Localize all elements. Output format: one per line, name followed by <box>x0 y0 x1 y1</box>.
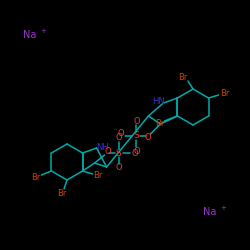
Text: +: + <box>220 205 226 211</box>
Text: ⁻: ⁻ <box>114 128 117 134</box>
Text: Br: Br <box>31 172 40 182</box>
Text: O: O <box>117 130 124 138</box>
Text: Br: Br <box>178 72 188 82</box>
Text: O: O <box>133 146 140 156</box>
Text: O: O <box>144 134 151 142</box>
Text: O: O <box>115 134 122 142</box>
Text: O: O <box>133 116 140 126</box>
Text: Br: Br <box>57 188 67 198</box>
Text: S: S <box>134 132 139 140</box>
Text: +: + <box>40 28 46 34</box>
Text: O: O <box>131 148 138 158</box>
Text: Na: Na <box>203 207 217 217</box>
Text: ⁻: ⁻ <box>121 132 124 138</box>
Text: Br: Br <box>93 172 102 180</box>
Text: Na: Na <box>23 30 37 40</box>
Text: O: O <box>104 146 111 156</box>
Text: S: S <box>116 148 121 158</box>
Text: Br: Br <box>155 120 164 128</box>
Text: NH: NH <box>96 142 109 152</box>
Text: O: O <box>115 164 122 172</box>
Text: HN: HN <box>152 98 165 106</box>
Text: Br: Br <box>220 88 229 98</box>
